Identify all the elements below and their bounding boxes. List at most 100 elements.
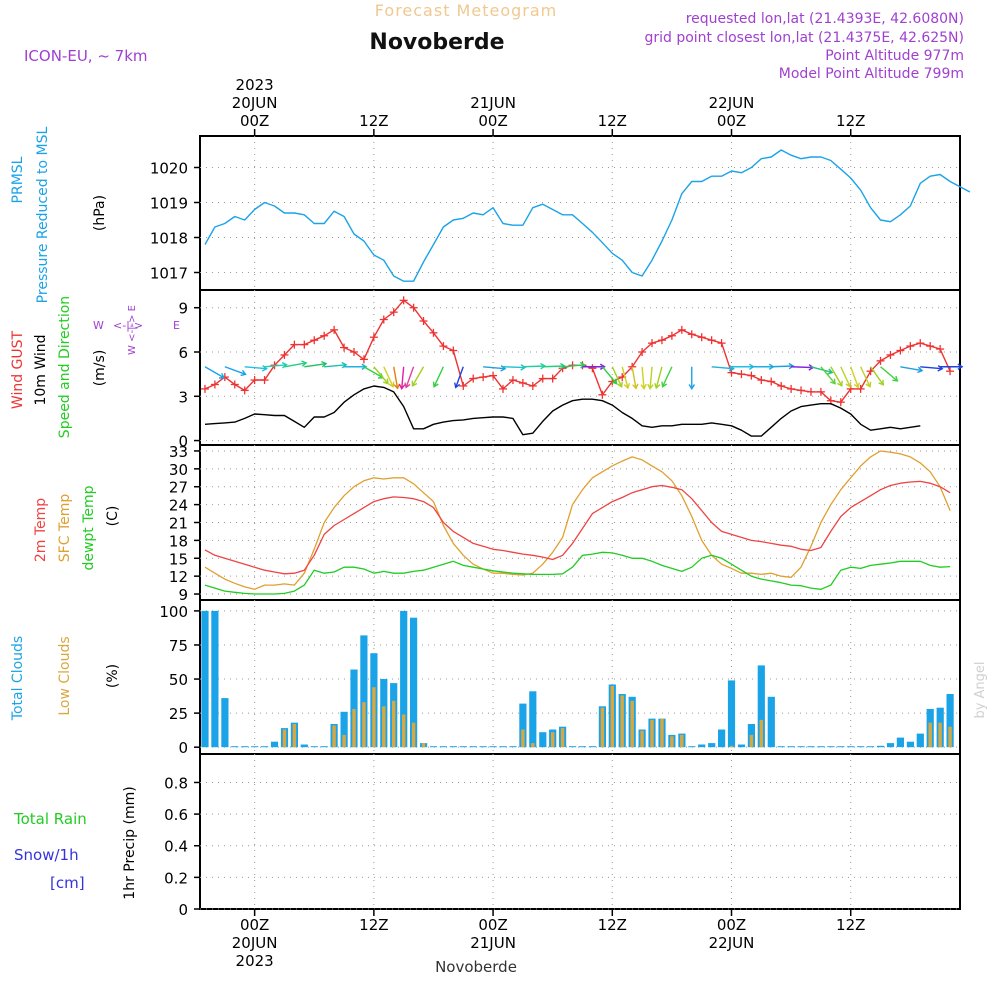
total-clouds-bar [459,746,467,748]
total-clouds-bar [499,746,507,748]
total-clouds-bar [509,746,517,748]
wind-arrow [264,364,287,368]
clouds-unit: (%) [105,664,121,688]
total-clouds-bar [847,746,855,748]
time-label-bottom: 00Z [478,916,507,934]
precip-unit: 1hr Precip (mm) [122,786,138,899]
wind-arrow [655,366,663,389]
low-clouds-bar [352,709,356,748]
total-clouds-bar [777,746,785,748]
time-label-top: 12Z [836,112,865,130]
total-clouds-label: Total Clouds [10,636,26,721]
wind-arrow [649,366,653,389]
wind-arrow-head [599,363,606,370]
time-label-bottom: 00Z [240,916,269,934]
compass-east: E [173,319,180,332]
wind-arrow-head [647,383,654,391]
low-clouds-bar [938,722,942,748]
time-label-top: 2023 [236,76,274,94]
total-clouds-bar [837,746,845,748]
total-clouds-bar [519,703,527,748]
y-tick-label: 100 [159,603,188,621]
low-clouds-bar [402,714,406,748]
total-clouds-bar [718,729,726,748]
wind-arrow-head [892,375,899,382]
wind-arrow [870,366,884,386]
pressure-msl-label: Pressure Reduced to MSL [35,126,51,303]
wind-arrow-head [432,381,439,388]
wind-arrow [830,366,843,387]
wind-arrow-head [617,381,623,388]
total-clouds-bar [539,732,547,748]
time-label-bottom: 20JUN [232,934,278,952]
model-altitude: Model Point Altitude 799m [779,66,964,82]
temp-unit: (C) [105,506,121,527]
wind-arrow-head [393,383,401,390]
wind-arrow [641,366,645,389]
wind-arrow [880,366,898,382]
wind-arrow [204,366,225,379]
low-clouds-bar [670,736,674,748]
temp-2m-label: 2m Temp [33,498,49,562]
wind-arrow-head [640,383,647,391]
precip-labels: Total Rain Snow/1h [cm] 1hr Precip (mm) [13,786,138,899]
total-clouds-bar [906,741,914,748]
wind-arrow-head [611,378,618,385]
low-clouds-bar [531,743,535,748]
wind-arrow-head [520,364,527,371]
time-label-top: 00Z [717,112,746,130]
total-clouds-bar [429,746,438,748]
total-clouds-bar [688,746,696,748]
wind-arrow [244,366,267,370]
low-clouds-bar [292,724,297,748]
panel-frame [199,753,961,910]
wind-arrow-head [404,382,411,389]
wind-arrow [850,366,859,388]
total-clouds-bar [410,617,418,748]
panel-frame [199,135,961,291]
total-clouds-bar [588,746,596,748]
wind-arrow-head [388,381,395,388]
time-label-bottom: 12Z [598,916,627,934]
total-clouds-bar [757,665,765,748]
plot-layer [200,149,971,748]
total-clouds-bar [569,746,577,748]
total-clouds-bar [400,610,408,748]
wind-arrow [562,364,585,368]
wind-arrow-head [382,378,389,385]
pressure-line [204,149,971,282]
total-clouds-bar [529,691,537,748]
y-tick-label: 33 [169,443,188,461]
wind-arrow-head [865,381,872,388]
pressure-unit: (hPa) [92,195,108,231]
axes-layer: 1017101810191020036991215182124273033025… [150,76,961,970]
low-clouds-bar [521,729,525,748]
y-tick-label: 0 [178,739,188,757]
wind-arrow-head [830,378,836,385]
wind-arrow [711,366,734,370]
dewpt-temp-line [204,551,951,595]
wind-arrow-head [845,381,852,388]
total-clouds-bar [221,698,229,748]
y-tick-label: 1020 [150,160,188,178]
wind-arrow [840,366,851,387]
wind-arrow-head [917,366,924,374]
y-tick-label: 25 [169,705,188,723]
wind-arrow [411,366,425,387]
model-name: ICON-EU, ~ 7km [24,47,148,65]
wind-arrow [860,366,871,387]
low-clouds-bar [610,685,614,748]
low-clouds-bar [928,722,932,748]
total-clouds-bar [857,746,865,748]
compass-west: W [93,319,104,332]
low-clouds-bar [382,706,386,748]
wind-arrow [324,364,347,368]
low-clouds-bar [640,730,644,748]
total-clouds-bar [737,744,746,748]
cloud-labels: Total Clouds Low Clouds (%) [10,636,121,721]
low-clouds-bar [948,726,952,748]
low-clouds-bar [342,734,346,748]
low-clouds-bar [560,728,565,748]
total-clouds-bar [896,737,904,748]
wind-arrow-head [827,368,834,375]
